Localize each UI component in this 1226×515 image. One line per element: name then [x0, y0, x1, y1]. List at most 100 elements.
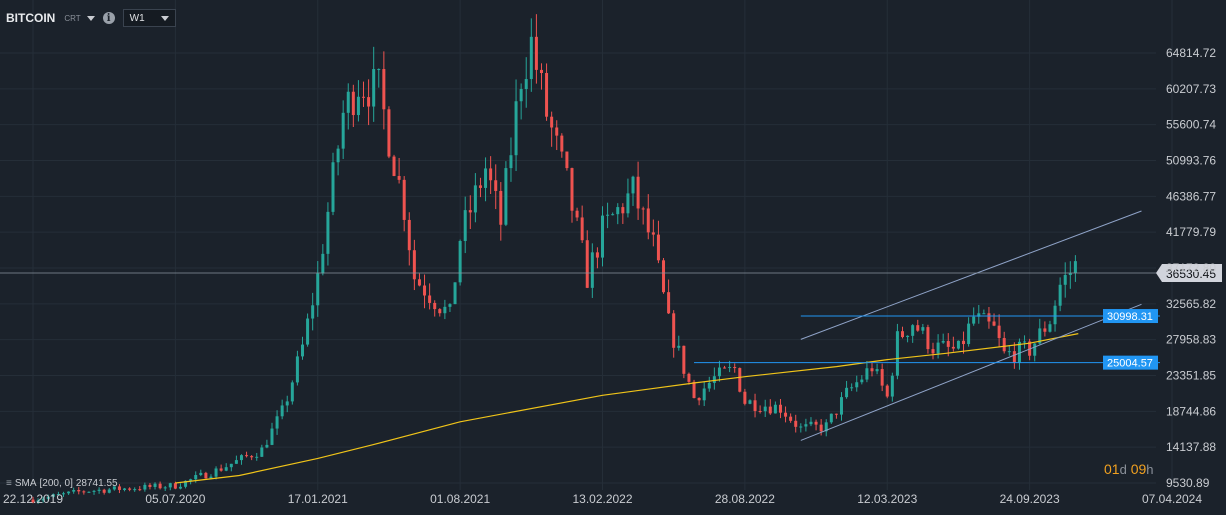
candle-body	[875, 369, 879, 372]
candle-body	[1007, 351, 1011, 353]
current-price-label: 36530.45	[1166, 267, 1216, 281]
candle-body	[351, 91, 355, 116]
candle-body	[199, 472, 203, 476]
candle-body	[1038, 328, 1042, 344]
candle-body	[616, 207, 620, 215]
y-tick-label: 50993.76	[1166, 154, 1216, 168]
candle-body	[229, 463, 233, 468]
candle-body	[707, 382, 711, 389]
candle-body	[926, 327, 930, 350]
candle-body	[453, 282, 457, 305]
candle-body	[580, 217, 584, 241]
candle-body	[641, 208, 645, 210]
y-tick-label: 64814.72	[1166, 46, 1216, 60]
candle-body	[402, 179, 406, 220]
candle-body	[1017, 341, 1021, 363]
y-tick-label: 18744.86	[1166, 404, 1216, 418]
symbol-selector[interactable]: BITCOIN CRT	[6, 11, 95, 25]
candle-body	[565, 151, 569, 169]
candle-body	[850, 387, 854, 389]
candle-body	[890, 375, 894, 397]
candle-body	[560, 135, 564, 152]
candle-body	[290, 382, 294, 402]
candle-body	[1023, 341, 1027, 343]
candle-body	[834, 413, 838, 415]
candle-body	[117, 486, 121, 490]
candle-body	[539, 69, 543, 74]
candle-body	[443, 306, 447, 314]
candle-body	[997, 325, 1001, 339]
candle-body	[194, 475, 198, 480]
candle-body	[651, 232, 655, 235]
candle-body	[87, 491, 91, 493]
x-tick-label: 24.09.2023	[1000, 492, 1060, 506]
candle-body	[62, 493, 66, 495]
chevron-down-icon	[86, 15, 95, 21]
candle-body	[743, 391, 747, 404]
timer-hours: 09	[1130, 461, 1147, 477]
candle-body	[646, 208, 650, 233]
candle-body	[56, 494, 60, 496]
candle-body	[773, 404, 777, 414]
x-tick-label: 22.12.2019	[3, 492, 63, 506]
candle-body	[509, 155, 513, 169]
sma-legend[interactable]: ≡ SMA [200, 0] 28741.55	[6, 478, 118, 489]
candle-body	[255, 456, 259, 458]
candle-body	[962, 340, 966, 345]
candle-body	[789, 416, 793, 421]
channel-upper-line	[800, 210, 1142, 340]
candle-body	[377, 69, 381, 71]
candle-body	[575, 210, 579, 218]
candle-body	[392, 156, 396, 176]
candle-body	[677, 345, 681, 348]
candle-body	[941, 341, 945, 343]
candle-body	[845, 387, 849, 398]
candle-body	[285, 401, 289, 406]
candle-body	[590, 252, 594, 288]
y-tick-label: 23351.85	[1166, 368, 1216, 382]
candle-body	[367, 97, 371, 107]
candle-body	[270, 428, 274, 445]
candle-body	[67, 491, 71, 494]
candle-body	[662, 260, 666, 293]
x-tick-label: 12.03.2023	[857, 492, 917, 506]
y-tick-label: 60207.73	[1166, 82, 1216, 96]
candle-body	[824, 422, 828, 432]
candle-body	[545, 73, 549, 117]
candle-body	[778, 404, 782, 413]
candle-body	[1058, 284, 1062, 306]
x-tick-label: 07.04.2024	[1142, 492, 1202, 506]
candle-body	[967, 323, 971, 345]
timeframe-select[interactable]: W1	[122, 9, 176, 27]
candle-body	[692, 381, 696, 398]
timer-hours-unit: h	[1146, 462, 1154, 477]
candle-body	[102, 489, 106, 493]
candle-body	[112, 486, 116, 490]
candle-body	[982, 313, 986, 315]
candle-body	[77, 490, 81, 492]
candle-body	[794, 420, 798, 427]
candle-body	[682, 345, 686, 374]
candle-body	[809, 421, 813, 425]
candle-body	[1053, 305, 1057, 325]
info-icon[interactable]: i	[102, 12, 115, 24]
candle-body	[829, 413, 833, 423]
candle-body	[260, 447, 264, 457]
overlays: 30998.31 25004.57 36530.45	[0, 210, 1222, 484]
candle-body	[428, 295, 432, 303]
y-tick-label: 55600.74	[1166, 118, 1216, 132]
candle-body	[748, 400, 752, 404]
candle-body	[178, 486, 182, 489]
candle-body	[275, 416, 279, 429]
candle-body	[168, 483, 172, 488]
candle-body	[280, 405, 284, 417]
candle-body	[717, 367, 721, 377]
candle-body	[819, 424, 823, 432]
candle-body	[189, 479, 193, 481]
candle-body	[36, 500, 40, 503]
candle-body	[880, 369, 884, 386]
candle-body	[519, 89, 523, 102]
candle-body	[870, 368, 874, 372]
candle-body	[1073, 261, 1077, 274]
